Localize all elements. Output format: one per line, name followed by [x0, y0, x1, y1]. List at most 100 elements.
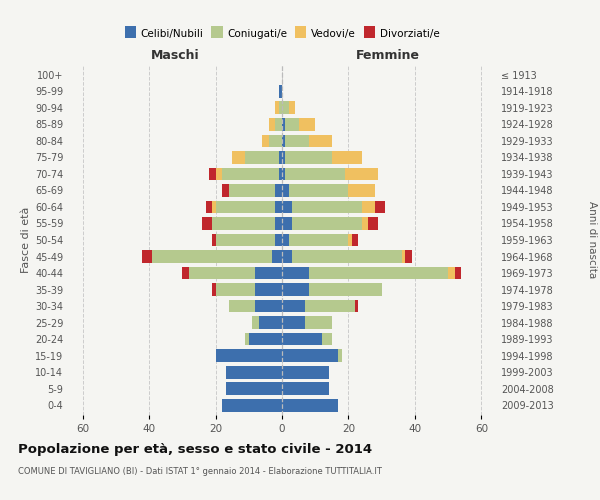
- Bar: [278, 102, 282, 114]
- Bar: [278, 85, 282, 98]
- Bar: [282, 134, 286, 147]
- Bar: [202, 217, 212, 230]
- Bar: [282, 332, 322, 345]
- Bar: [401, 250, 405, 263]
- Bar: [368, 217, 379, 230]
- Bar: [286, 134, 308, 147]
- Bar: [256, 300, 282, 312]
- Bar: [308, 266, 448, 280]
- Bar: [226, 366, 282, 378]
- Bar: [282, 398, 338, 411]
- Bar: [232, 151, 245, 164]
- Bar: [259, 316, 282, 329]
- Bar: [278, 168, 282, 180]
- Bar: [289, 184, 349, 197]
- Bar: [282, 283, 308, 296]
- Bar: [215, 234, 275, 246]
- Bar: [212, 283, 215, 296]
- Bar: [275, 118, 282, 131]
- Bar: [222, 168, 278, 180]
- Bar: [142, 250, 152, 263]
- Bar: [252, 316, 259, 329]
- Bar: [269, 134, 282, 147]
- Bar: [229, 184, 275, 197]
- Bar: [262, 134, 269, 147]
- Bar: [245, 151, 278, 164]
- Bar: [215, 200, 275, 213]
- Bar: [448, 266, 455, 280]
- Bar: [212, 200, 215, 213]
- Bar: [256, 266, 282, 280]
- Bar: [182, 266, 189, 280]
- Y-axis label: Fasce di età: Fasce di età: [20, 207, 31, 273]
- Bar: [455, 266, 461, 280]
- Bar: [349, 234, 352, 246]
- Bar: [282, 349, 338, 362]
- Bar: [256, 283, 282, 296]
- Bar: [282, 366, 329, 378]
- Legend: Celibi/Nubili, Coniugati/e, Vedovi/e, Divorziati/e: Celibi/Nubili, Coniugati/e, Vedovi/e, Di…: [121, 24, 443, 43]
- Bar: [282, 151, 286, 164]
- Bar: [215, 168, 222, 180]
- Bar: [245, 332, 249, 345]
- Bar: [308, 283, 382, 296]
- Bar: [272, 250, 282, 263]
- Bar: [282, 316, 305, 329]
- Text: Popolazione per età, sesso e stato civile - 2014: Popolazione per età, sesso e stato civil…: [18, 442, 372, 456]
- Bar: [275, 184, 282, 197]
- Bar: [212, 217, 275, 230]
- Bar: [278, 151, 282, 164]
- Bar: [206, 200, 212, 213]
- Bar: [226, 382, 282, 395]
- Bar: [289, 234, 349, 246]
- Bar: [352, 234, 358, 246]
- Bar: [362, 200, 375, 213]
- Bar: [215, 283, 256, 296]
- Bar: [286, 151, 332, 164]
- Bar: [362, 217, 368, 230]
- Bar: [249, 332, 282, 345]
- Bar: [229, 300, 256, 312]
- Bar: [292, 217, 362, 230]
- Bar: [299, 118, 315, 131]
- Bar: [282, 266, 308, 280]
- Bar: [215, 349, 282, 362]
- Bar: [275, 102, 278, 114]
- Bar: [152, 250, 272, 263]
- Bar: [282, 300, 305, 312]
- Bar: [405, 250, 412, 263]
- Bar: [222, 398, 282, 411]
- Bar: [338, 349, 342, 362]
- Text: Maschi: Maschi: [151, 48, 200, 62]
- Bar: [275, 200, 282, 213]
- Bar: [282, 250, 292, 263]
- Bar: [349, 184, 375, 197]
- Bar: [189, 266, 256, 280]
- Bar: [292, 250, 401, 263]
- Bar: [292, 200, 362, 213]
- Bar: [282, 234, 289, 246]
- Bar: [282, 200, 292, 213]
- Bar: [275, 217, 282, 230]
- Bar: [222, 184, 229, 197]
- Bar: [282, 102, 289, 114]
- Bar: [269, 118, 275, 131]
- Bar: [209, 168, 215, 180]
- Bar: [286, 168, 345, 180]
- Bar: [289, 102, 295, 114]
- Bar: [305, 316, 332, 329]
- Bar: [212, 234, 215, 246]
- Bar: [282, 168, 286, 180]
- Text: COMUNE DI TAVIGLIANO (BI) - Dati ISTAT 1° gennaio 2014 - Elaborazione TUTTITALIA: COMUNE DI TAVIGLIANO (BI) - Dati ISTAT 1…: [18, 468, 382, 476]
- Text: Anni di nascita: Anni di nascita: [587, 202, 597, 278]
- Bar: [282, 217, 292, 230]
- Bar: [282, 118, 286, 131]
- Bar: [355, 300, 358, 312]
- Bar: [275, 234, 282, 246]
- Bar: [305, 300, 355, 312]
- Bar: [345, 168, 379, 180]
- Bar: [322, 332, 332, 345]
- Bar: [282, 184, 289, 197]
- Bar: [308, 134, 332, 147]
- Text: Femmine: Femmine: [356, 48, 421, 62]
